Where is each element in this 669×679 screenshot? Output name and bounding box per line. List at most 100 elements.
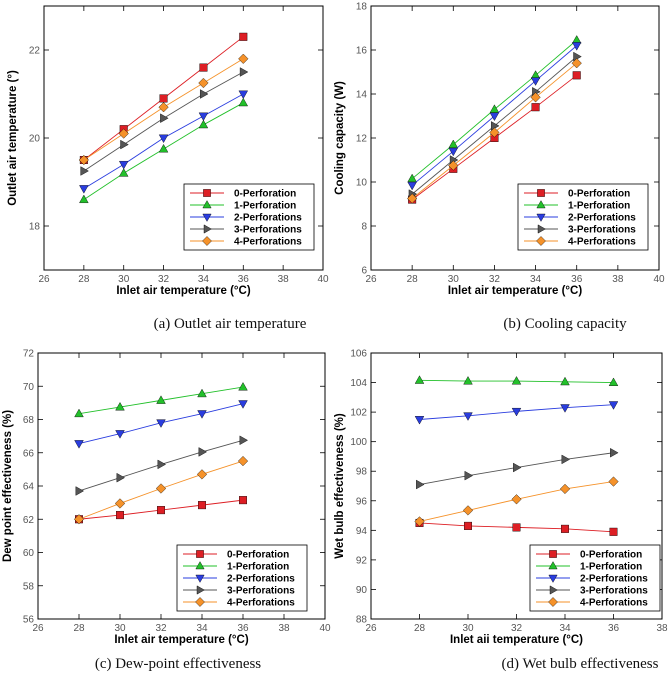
legend-marker xyxy=(203,189,211,197)
data-point xyxy=(80,166,89,176)
legend-marker xyxy=(196,585,205,595)
chart-panel-2: 26 28 30 32 34 36 38 40 6 8 10 12 14 16 18 Inlet air te… xyxy=(334,2,665,333)
data-point xyxy=(238,382,248,391)
data-point xyxy=(238,400,248,409)
legend-marker xyxy=(537,224,546,234)
data-point xyxy=(531,103,540,112)
y-tick-label: 8 xyxy=(361,222,367,233)
x-tick-label: 34 xyxy=(559,623,571,634)
y-tick-label: 22 xyxy=(29,46,41,57)
data-point xyxy=(115,511,124,520)
y-tick-label: 10 xyxy=(356,178,368,189)
y-axis-label: Dew point effectiveness (%) xyxy=(2,410,14,562)
x-axis-label: Inlet aii temperature (°C) xyxy=(450,634,583,646)
y-tick-label: 102 xyxy=(350,408,367,419)
legend-marker xyxy=(196,550,204,558)
data-point xyxy=(610,448,619,458)
x-tick-label: 26 xyxy=(38,274,50,285)
data-point xyxy=(489,112,500,122)
data-point xyxy=(559,483,571,495)
x-axis-label: Inlet air temperature (°C) xyxy=(448,285,582,297)
data-point xyxy=(158,134,169,144)
x-tick-label: 32 xyxy=(155,623,167,634)
data-point xyxy=(407,181,417,191)
legend-entry: 4-Perforations xyxy=(580,598,648,609)
data-point xyxy=(156,395,166,404)
legend-marker xyxy=(536,236,546,246)
x-axis-label: Inlet air temperature (°C) xyxy=(114,634,248,646)
data-point xyxy=(237,455,249,467)
data-point xyxy=(448,139,459,149)
data-point xyxy=(407,173,417,183)
data-point xyxy=(571,58,582,69)
legend-marker xyxy=(195,574,205,583)
data-point xyxy=(198,119,209,129)
y-tick-label: 60 xyxy=(23,548,35,559)
panel-caption: (a) Outlet air temperature xyxy=(154,316,307,332)
x-tick-label: 38 xyxy=(278,623,290,634)
y-tick-label: 94 xyxy=(356,526,368,537)
data-point xyxy=(198,77,209,89)
data-point xyxy=(571,42,582,51)
data-point xyxy=(114,498,126,509)
data-point xyxy=(407,193,418,204)
data-point xyxy=(530,92,541,103)
data-point xyxy=(238,496,247,505)
data-point xyxy=(75,486,85,496)
data-point xyxy=(158,143,169,153)
y-tick-label: 12 xyxy=(356,134,368,145)
data-point xyxy=(118,168,129,177)
legend-entry: 3-Perforations xyxy=(234,225,302,236)
data-point xyxy=(511,407,522,417)
y-tick-label: 18 xyxy=(29,222,41,233)
data-point xyxy=(198,112,209,122)
y-tick-label: 6 xyxy=(361,266,367,277)
data-point xyxy=(464,470,474,481)
data-point xyxy=(464,521,473,530)
legend-marker xyxy=(536,213,546,222)
data-point xyxy=(414,516,425,527)
data-point xyxy=(118,128,129,139)
data-point xyxy=(79,194,89,204)
chart-panel-1: 26 28 30 32 34 36 38 40 18 20 22 Inlet air temperat… xyxy=(7,5,329,332)
data-point xyxy=(200,89,209,99)
y-tick-label: 64 xyxy=(23,482,35,493)
legend-entry: 3-Perforations xyxy=(568,225,636,236)
data-point xyxy=(74,408,84,418)
data-point xyxy=(530,70,541,79)
data-point xyxy=(156,419,166,428)
y-tick-label: 90 xyxy=(356,585,368,596)
x-tick-label: 40 xyxy=(653,274,665,285)
y-tick-label: 106 xyxy=(350,349,367,360)
data-point xyxy=(572,71,581,80)
legend-marker xyxy=(548,561,558,570)
data-point xyxy=(463,376,473,385)
y-tick-label: 66 xyxy=(23,448,35,459)
y-tick-label: 56 xyxy=(23,615,35,626)
y-tick-label: 62 xyxy=(23,515,35,526)
data-point xyxy=(238,97,249,107)
data-point xyxy=(78,154,89,166)
data-point xyxy=(115,430,125,439)
legend-entry: 1-Perforation xyxy=(580,562,642,573)
legend-marker xyxy=(202,236,212,246)
x-tick-label: 34 xyxy=(530,274,542,285)
data-point xyxy=(414,416,425,425)
data-point xyxy=(160,113,169,123)
legend-entry: 0-Perforation xyxy=(234,189,296,200)
data-point xyxy=(462,505,474,516)
x-tick-label: 26 xyxy=(365,623,377,634)
x-tick-label: 30 xyxy=(462,623,474,634)
data-point xyxy=(158,102,169,113)
data-point xyxy=(491,121,500,131)
data-point xyxy=(560,376,570,386)
data-point xyxy=(609,527,618,536)
legend-marker xyxy=(548,574,558,583)
data-point xyxy=(74,440,84,449)
y-tick-label: 100 xyxy=(350,437,367,448)
legend-entry: 4-Perforations xyxy=(568,237,636,248)
x-tick-label: 34 xyxy=(198,274,210,285)
data-point xyxy=(73,514,85,525)
legend-entry: 4-Perforations xyxy=(234,237,302,248)
x-tick-label: 36 xyxy=(237,623,249,634)
